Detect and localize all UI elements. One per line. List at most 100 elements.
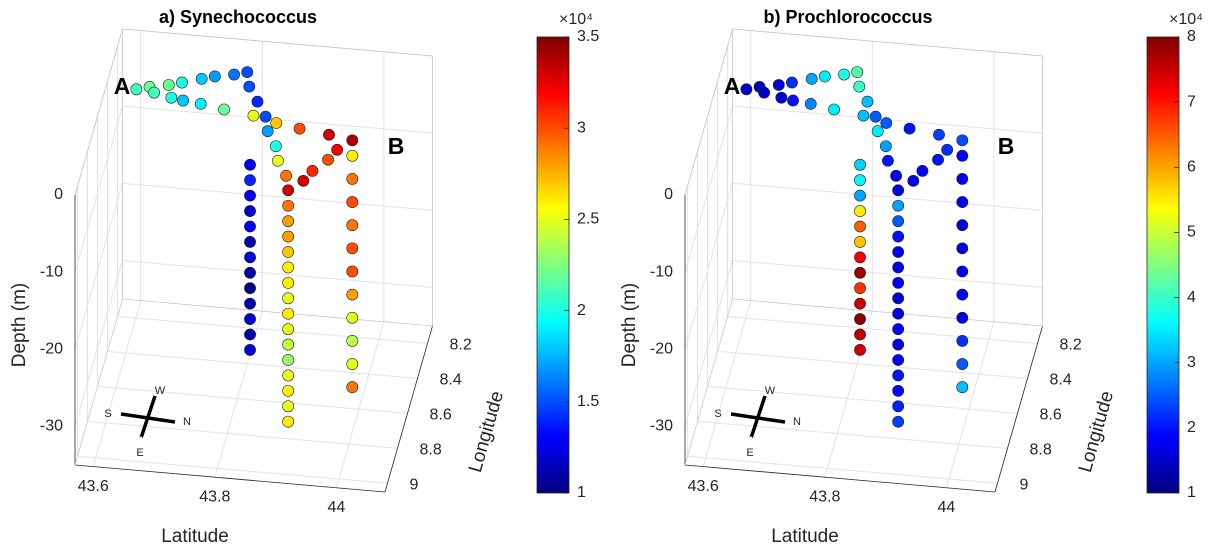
y-tick-label: 8.2 (1060, 337, 1082, 354)
data-point (282, 415, 295, 428)
data-point (162, 79, 175, 91)
data-point (282, 184, 295, 197)
y-tick-label: 8.8 (420, 442, 442, 459)
grid-line (117, 315, 428, 344)
data-point (282, 323, 295, 336)
x-tick-label: 44 (937, 499, 955, 516)
data-point (838, 68, 850, 81)
colorbar (536, 36, 570, 494)
data-point (346, 149, 359, 162)
data-point (857, 109, 870, 122)
data-point (247, 109, 260, 122)
y-tick-label: 8.8 (1030, 442, 1052, 459)
y-tick-label: 9 (1020, 476, 1029, 493)
grid-line (74, 183, 123, 350)
y-axis-label: Longitude (1075, 389, 1118, 475)
colorbar-exponent: ×10⁴ (1169, 11, 1203, 28)
y-tick-label: 8.4 (440, 372, 462, 389)
data-point (177, 94, 189, 107)
compass-label: E (136, 447, 143, 459)
data-point (892, 276, 905, 289)
data-point (323, 128, 335, 141)
data-point (244, 344, 256, 356)
compass-label: N (793, 416, 801, 428)
box-edge (74, 28, 123, 196)
z-tick-label: -30 (40, 418, 63, 435)
data-point (932, 153, 944, 166)
data-point (346, 288, 359, 301)
data-point (956, 149, 969, 162)
colorbar-tick-label: 3 (577, 119, 586, 136)
data-point (854, 174, 866, 187)
data-point (269, 140, 282, 153)
annotation: B (388, 133, 405, 159)
y-tick-label: 8.6 (430, 407, 452, 424)
grid-line (122, 259, 433, 288)
data-point (956, 288, 969, 301)
data-point (322, 153, 334, 166)
data-point (956, 173, 969, 185)
y-axis-label: Longitude (465, 389, 508, 475)
data-point (346, 134, 359, 147)
data-point (244, 297, 256, 310)
data-point (772, 79, 785, 91)
data-point (148, 86, 161, 99)
data-point (786, 76, 798, 89)
x-tick-label: 43.6 (688, 478, 719, 495)
data-point (854, 266, 866, 279)
data-point (775, 91, 788, 104)
data-point (244, 189, 256, 202)
data-point (879, 140, 892, 153)
data-point (854, 189, 866, 202)
data-point (861, 95, 874, 108)
compass-tip (749, 436, 753, 440)
data-point (828, 103, 840, 116)
compass-label: W (765, 385, 776, 397)
compass-tip (139, 436, 143, 440)
grid-line (732, 259, 1043, 288)
data-point (244, 158, 256, 171)
grid-line (727, 315, 1038, 344)
data-point (854, 328, 866, 341)
data-point (282, 230, 295, 243)
data-point (854, 313, 866, 325)
y-tick-label: 9 (410, 476, 419, 493)
data-point (282, 354, 295, 366)
grid-line (702, 300, 752, 467)
z-tick-label: -20 (40, 341, 63, 358)
grid-line (945, 321, 995, 488)
box-edge (732, 298, 1043, 327)
data-point (282, 400, 295, 413)
box-edge (684, 28, 733, 196)
data-point (244, 328, 256, 341)
data-point (892, 230, 905, 243)
data-point (903, 122, 916, 135)
chart-title: a) Synechococcus (159, 7, 317, 27)
data-point (282, 276, 295, 289)
data-point (956, 265, 969, 278)
data-point (916, 165, 929, 177)
data-point (854, 344, 866, 356)
data-point (282, 215, 295, 228)
data-point (346, 219, 359, 232)
data-point (956, 311, 969, 324)
data-point (890, 169, 902, 182)
data-point (854, 251, 866, 264)
data-point (871, 125, 884, 138)
data-point (244, 251, 256, 264)
data-point (956, 335, 969, 347)
data-point (956, 242, 969, 255)
data-point (818, 70, 831, 83)
x-tick-label: 43.8 (199, 488, 230, 505)
data-point (272, 154, 284, 167)
data-point (259, 110, 272, 123)
data-point (854, 297, 866, 310)
compass-arm (749, 395, 767, 439)
data-point (956, 196, 969, 208)
data-point (346, 335, 359, 347)
data-point (892, 292, 905, 305)
data-point (854, 158, 866, 171)
y-tick-label: 8.4 (1050, 372, 1072, 389)
compass-label: S (714, 408, 721, 420)
data-point (787, 94, 799, 107)
